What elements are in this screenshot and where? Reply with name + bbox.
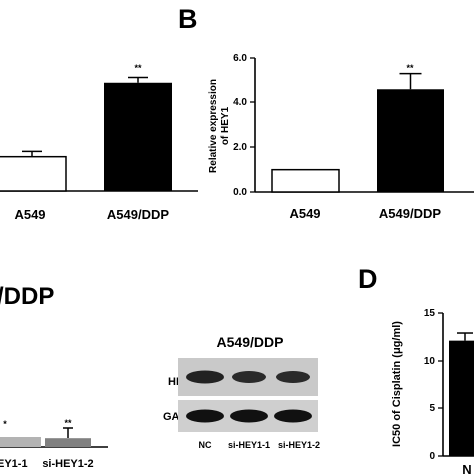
panel-d-ylabel-group: IC50 of Cisplatin (μg/ml) <box>391 321 403 447</box>
blot-band-hey1-si1 <box>232 371 266 383</box>
panel-b-significance: ** <box>406 63 414 73</box>
blot-lane-nc: NC <box>199 440 212 450</box>
panel-c-title-fragment: /DDP <box>0 283 54 310</box>
panel-d-ytick-label: 10 <box>424 356 436 367</box>
panel-b-ylabel-line1: Relative expression <box>208 79 219 173</box>
panel-d-yticks: 0 5 10 15 <box>424 308 443 462</box>
blot-band-gapdh-si1 <box>230 409 268 423</box>
panel-d-ylabel: IC50 of Cisplatin (μg/ml) <box>391 321 403 447</box>
panel-b-category-a549ddp: A549/DDP <box>379 206 441 221</box>
panel-a-significance: ** <box>134 63 142 73</box>
panel-b-yticks: 0.0 2.0 4.0 6.0 <box>233 53 255 198</box>
panel-c-bar-si-hey1-2 <box>45 438 91 447</box>
panel-a-category-a549ddp: A549/DDP <box>107 207 169 222</box>
panel-d-letter: D <box>358 264 378 294</box>
panel-d: D IC50 of Cisplatin (μg/ml) 0 5 10 15 N <box>358 264 474 474</box>
blot-band-gapdh-nc <box>186 409 224 423</box>
blot-title: A549/DDP <box>217 334 284 350</box>
panel-a-errorbar-a549ddp <box>128 76 148 83</box>
panel-b: B Relative expression of HEY1 0.0 2.0 4.… <box>178 4 474 221</box>
panel-b-ytick-label: 0.0 <box>233 187 247 198</box>
panel-b-ylabel-line2: of HEY1 <box>220 106 231 145</box>
panel-a-bar-a549 <box>0 155 67 192</box>
blot-band-hey1-nc <box>186 370 224 384</box>
panel-b-ylabel: Relative expression of HEY1 <box>208 79 231 173</box>
panel-c: /DDP * ** EY1-1 si-HEY1-2 <box>0 283 108 470</box>
blot-band-hey1-si2 <box>276 371 310 383</box>
panel-b-ytick-label: 4.0 <box>233 97 247 108</box>
panel-c-significance-2: ** <box>64 418 72 428</box>
panel-d-category-fragment: N <box>462 462 471 474</box>
panel-b-ytick-label: 2.0 <box>233 142 247 153</box>
panel-d-ytick-label: 5 <box>429 403 435 414</box>
panel-b-bar-a549ddp <box>377 89 444 192</box>
blot-lane-si-hey1-1: si-HEY1-1 <box>228 440 270 450</box>
panel-d-ytick-label: 15 <box>424 308 436 319</box>
panel-b-category-a549: A549 <box>289 206 320 221</box>
blot-lane-si-hey1-2: si-HEY1-2 <box>278 440 320 450</box>
panel-d-errorbar-nc <box>457 332 473 341</box>
panel-a-category-a549: A549 <box>14 207 45 222</box>
panel-d-bar-nc <box>449 340 474 456</box>
panel-c-bar-si-hey1-1 <box>0 437 41 447</box>
panel-a-bar-a549ddp <box>104 82 172 191</box>
panel-a: ** A549 A549/DDP <box>0 63 198 222</box>
panel-b-bar-a549 <box>271 168 340 193</box>
panel-c-category-fragment: EY1-1 <box>0 458 28 470</box>
panel-a-errorbar-a549 <box>22 150 42 157</box>
western-blot: A549/DDP HEY1 GAPDH NC si-HEY1-1 si-HEY1… <box>163 334 320 450</box>
panel-b-ytick-label: 6.0 <box>233 53 247 64</box>
panel-b-errorbar-a549ddp <box>399 72 422 90</box>
blot-band-gapdh-si2 <box>274 409 312 423</box>
panel-c-significance-1: * <box>3 419 7 429</box>
panel-c-errorbar-si-hey1-2 <box>63 427 73 438</box>
panel-b-letter: B <box>178 4 198 34</box>
panel-d-ytick-label: 0 <box>429 451 435 462</box>
panel-c-category-si-hey1-2: si-HEY1-2 <box>42 458 93 470</box>
